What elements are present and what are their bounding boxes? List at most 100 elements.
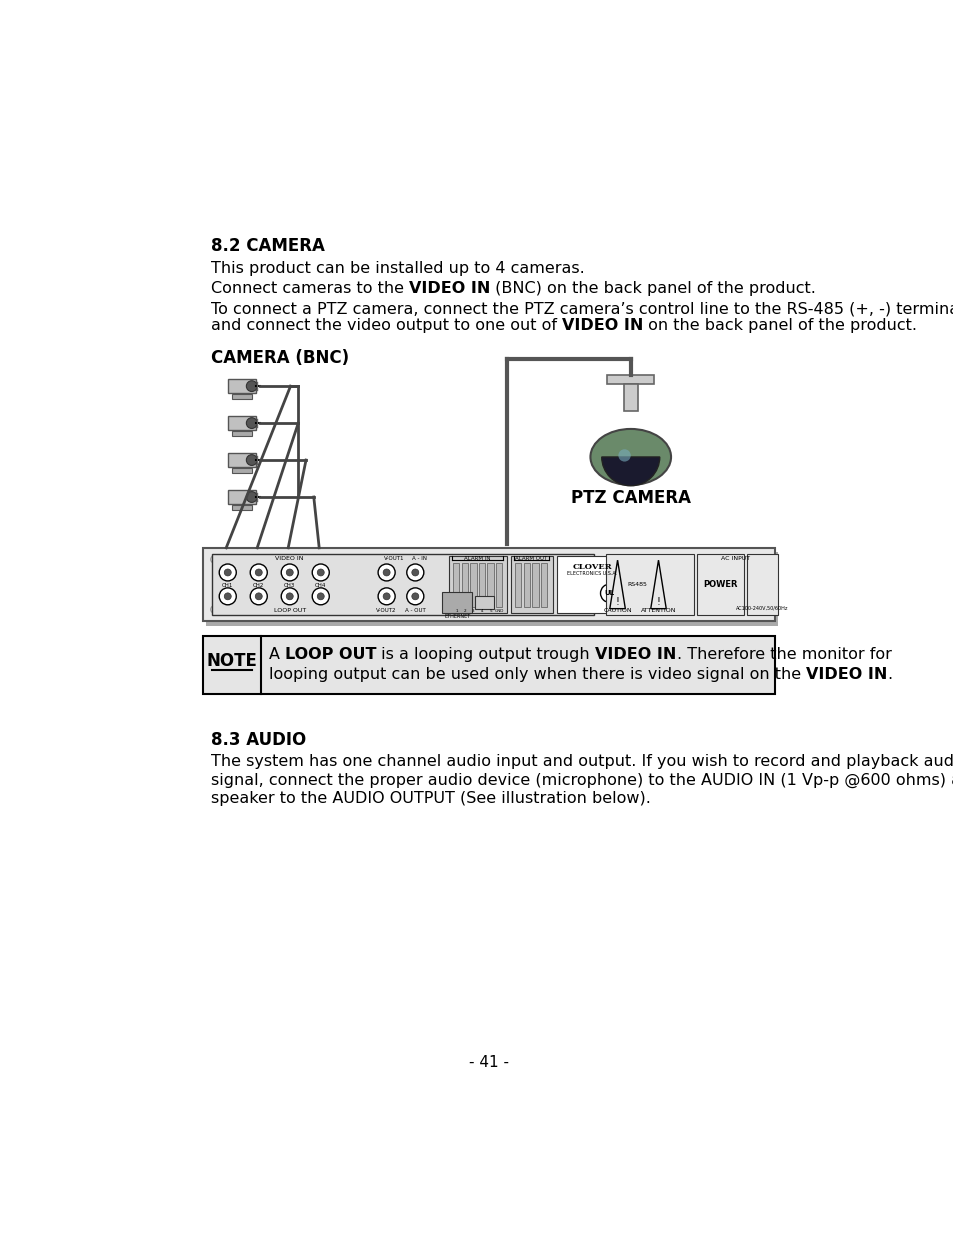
Circle shape bbox=[412, 569, 418, 576]
Bar bbox=[470, 563, 476, 608]
Text: CLOVER: CLOVER bbox=[572, 563, 611, 572]
Text: ALARM OUT: ALARM OUT bbox=[515, 556, 547, 561]
Text: This product can be installed up to 4 cameras.: This product can be installed up to 4 ca… bbox=[211, 262, 584, 277]
Circle shape bbox=[246, 417, 257, 429]
Text: Connect cameras to the: Connect cameras to the bbox=[211, 282, 409, 296]
Text: ELECTRONICS U.S.A.: ELECTRONICS U.S.A. bbox=[566, 571, 617, 576]
Bar bbox=[607, 374, 654, 384]
Bar bbox=[523, 563, 530, 608]
Bar bbox=[510, 556, 553, 614]
Text: is a looping output trough: is a looping output trough bbox=[376, 647, 595, 662]
Text: LOOP OUT: LOOP OUT bbox=[274, 608, 306, 613]
Text: speaker to the AUDIO OUTPUT (See illustration below).: speaker to the AUDIO OUTPUT (See illustr… bbox=[211, 792, 650, 806]
Circle shape bbox=[759, 556, 766, 563]
Text: V-OUT1: V-OUT1 bbox=[384, 556, 404, 561]
Text: VIDEO IN: VIDEO IN bbox=[275, 556, 304, 561]
Bar bbox=[697, 555, 743, 615]
Circle shape bbox=[281, 588, 298, 605]
Text: (BNC) on the back panel of the product.: (BNC) on the back panel of the product. bbox=[490, 282, 815, 296]
Circle shape bbox=[618, 450, 630, 462]
Text: VIDEO IN: VIDEO IN bbox=[595, 647, 676, 662]
Bar bbox=[532, 563, 537, 608]
Circle shape bbox=[250, 564, 267, 580]
Text: 4: 4 bbox=[480, 609, 482, 613]
Circle shape bbox=[211, 605, 218, 614]
Bar bbox=[487, 563, 493, 608]
Text: NOTE: NOTE bbox=[206, 652, 256, 669]
Text: . Therefore the monitor for: . Therefore the monitor for bbox=[676, 647, 890, 662]
Text: To connect a PTZ camera, connect the PTZ camera’s control line to the RS-485 (+,: To connect a PTZ camera, connect the PTZ… bbox=[211, 301, 953, 316]
Circle shape bbox=[250, 588, 267, 605]
Text: 8.2 CAMERA: 8.2 CAMERA bbox=[211, 237, 324, 254]
Text: ATTENTION: ATTENTION bbox=[640, 609, 676, 614]
Text: AC100-240V,50/60Hz: AC100-240V,50/60Hz bbox=[736, 606, 788, 611]
Text: looping output can be used only when there is video signal on the: looping output can be used only when the… bbox=[269, 667, 805, 682]
FancyBboxPatch shape bbox=[228, 490, 255, 504]
Text: V-OUT2: V-OUT2 bbox=[376, 608, 396, 613]
Circle shape bbox=[412, 593, 418, 600]
Text: CAMERA (BNC): CAMERA (BNC) bbox=[211, 350, 349, 367]
Text: - 41 -: - 41 - bbox=[469, 1055, 508, 1070]
Bar bbox=[461, 563, 468, 608]
Bar bbox=[448, 556, 506, 614]
Text: CH3: CH3 bbox=[284, 583, 295, 588]
Text: !: ! bbox=[615, 597, 618, 608]
Circle shape bbox=[312, 588, 329, 605]
Text: CH1: CH1 bbox=[222, 583, 233, 588]
Wedge shape bbox=[601, 457, 659, 485]
Circle shape bbox=[406, 564, 423, 580]
Text: UL: UL bbox=[604, 590, 614, 597]
Circle shape bbox=[211, 556, 218, 563]
Circle shape bbox=[224, 593, 231, 600]
Circle shape bbox=[286, 593, 293, 600]
Text: !: ! bbox=[656, 597, 659, 608]
Circle shape bbox=[383, 569, 390, 576]
Circle shape bbox=[377, 588, 395, 605]
Circle shape bbox=[383, 593, 390, 600]
Bar bbox=[212, 555, 594, 615]
Bar bbox=[478, 563, 484, 608]
Text: VIDEO IN: VIDEO IN bbox=[561, 319, 642, 333]
Text: and connect the video output to one out of: and connect the video output to one out … bbox=[211, 319, 561, 333]
FancyBboxPatch shape bbox=[232, 394, 252, 399]
Text: GND: GND bbox=[494, 609, 503, 613]
Bar bbox=[453, 563, 459, 608]
FancyBboxPatch shape bbox=[228, 453, 255, 467]
Text: signal, connect the proper audio device (microphone) to the AUDIO IN (1 Vp-p @60: signal, connect the proper audio device … bbox=[211, 773, 953, 788]
Circle shape bbox=[255, 569, 262, 576]
Text: CH4: CH4 bbox=[314, 583, 326, 588]
Circle shape bbox=[246, 380, 257, 391]
Text: 5: 5 bbox=[489, 609, 492, 613]
Text: ETHERNET: ETHERNET bbox=[443, 614, 470, 619]
Text: 1: 1 bbox=[455, 609, 457, 613]
Circle shape bbox=[759, 605, 766, 614]
Bar bbox=[475, 595, 494, 609]
Text: 3: 3 bbox=[472, 609, 475, 613]
Text: VIDEO IN: VIDEO IN bbox=[409, 282, 490, 296]
Circle shape bbox=[317, 593, 324, 600]
FancyBboxPatch shape bbox=[228, 416, 255, 430]
Text: The system has one channel audio input and output. If you wish to record and pla: The system has one channel audio input a… bbox=[211, 755, 953, 769]
Text: A - OUT: A - OUT bbox=[404, 608, 425, 613]
FancyBboxPatch shape bbox=[232, 505, 252, 510]
Bar bbox=[206, 552, 778, 626]
Circle shape bbox=[224, 569, 231, 576]
Circle shape bbox=[599, 584, 618, 603]
Text: 8.3 AUDIO: 8.3 AUDIO bbox=[211, 731, 306, 750]
Text: AC INPUT: AC INPUT bbox=[720, 556, 749, 561]
Text: .: . bbox=[886, 667, 892, 682]
Circle shape bbox=[255, 593, 262, 600]
Text: CH2: CH2 bbox=[253, 583, 264, 588]
Circle shape bbox=[281, 564, 298, 580]
Text: on the back panel of the product.: on the back panel of the product. bbox=[642, 319, 916, 333]
Bar bbox=[746, 555, 778, 615]
Circle shape bbox=[246, 454, 257, 466]
Text: A: A bbox=[269, 647, 285, 662]
FancyBboxPatch shape bbox=[232, 431, 252, 436]
Text: VIDEO IN: VIDEO IN bbox=[805, 667, 886, 682]
Text: PTZ CAMERA: PTZ CAMERA bbox=[570, 489, 690, 508]
Bar bbox=[605, 555, 693, 615]
Bar bbox=[496, 563, 501, 608]
Bar bbox=[623, 384, 637, 411]
FancyBboxPatch shape bbox=[228, 379, 255, 393]
